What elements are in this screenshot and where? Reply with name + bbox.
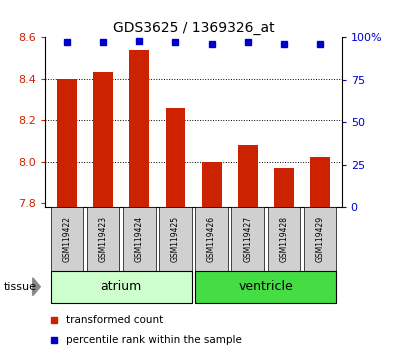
Text: tissue: tissue xyxy=(4,282,37,292)
Text: GSM119424: GSM119424 xyxy=(135,216,144,262)
Bar xyxy=(304,207,336,271)
Bar xyxy=(202,161,222,207)
Bar xyxy=(51,207,83,271)
Text: GSM119423: GSM119423 xyxy=(99,216,108,262)
Text: GSM119427: GSM119427 xyxy=(243,216,252,262)
Bar xyxy=(310,158,330,207)
Polygon shape xyxy=(33,278,40,296)
Bar xyxy=(51,271,192,303)
Bar xyxy=(274,168,294,207)
Bar xyxy=(57,79,77,207)
Bar xyxy=(93,73,113,207)
Bar xyxy=(87,207,120,271)
Text: GSM119425: GSM119425 xyxy=(171,216,180,262)
Text: GSM119422: GSM119422 xyxy=(62,216,71,262)
Text: GSM119426: GSM119426 xyxy=(207,216,216,262)
Bar xyxy=(268,207,300,271)
Bar xyxy=(196,207,228,271)
Text: ventricle: ventricle xyxy=(239,280,293,293)
Bar xyxy=(123,207,156,271)
Text: transformed count: transformed count xyxy=(66,315,164,325)
Bar xyxy=(196,271,336,303)
Text: GSM119429: GSM119429 xyxy=(316,216,325,262)
Text: percentile rank within the sample: percentile rank within the sample xyxy=(66,335,242,345)
Text: GSM119428: GSM119428 xyxy=(279,216,288,262)
Bar xyxy=(159,207,192,271)
Bar xyxy=(231,207,264,271)
Title: GDS3625 / 1369326_at: GDS3625 / 1369326_at xyxy=(113,21,275,35)
Text: atrium: atrium xyxy=(101,280,142,293)
Bar xyxy=(130,50,149,207)
Bar xyxy=(166,108,185,207)
Bar xyxy=(238,145,258,207)
